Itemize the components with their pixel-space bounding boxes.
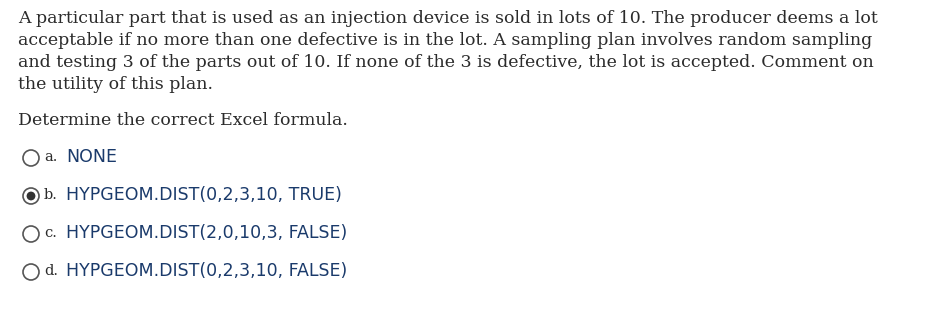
Text: HYPGEOM.DIST(2,0,10,3, FALSE): HYPGEOM.DIST(2,0,10,3, FALSE) xyxy=(66,224,347,242)
Text: the utility of this plan.: the utility of this plan. xyxy=(18,76,213,93)
Text: NONE: NONE xyxy=(66,148,117,166)
Text: A particular part that is used as an injection device is sold in lots of 10. The: A particular part that is used as an inj… xyxy=(18,10,878,27)
Text: a.: a. xyxy=(44,150,57,164)
Text: HYPGEOM.DIST(0,2,3,10, TRUE): HYPGEOM.DIST(0,2,3,10, TRUE) xyxy=(66,186,342,204)
Text: c.: c. xyxy=(44,226,57,240)
Text: acceptable if no more than one defective is in the lot. A sampling plan involves: acceptable if no more than one defective… xyxy=(18,32,872,49)
Text: Determine the correct Excel formula.: Determine the correct Excel formula. xyxy=(18,112,348,129)
Circle shape xyxy=(26,192,36,200)
Text: b.: b. xyxy=(44,188,58,202)
Text: d.: d. xyxy=(44,264,58,278)
Text: and testing 3 of the parts out of 10. If none of the 3 is defective, the lot is : and testing 3 of the parts out of 10. If… xyxy=(18,54,873,71)
Text: HYPGEOM.DIST(0,2,3,10, FALSE): HYPGEOM.DIST(0,2,3,10, FALSE) xyxy=(66,262,347,280)
